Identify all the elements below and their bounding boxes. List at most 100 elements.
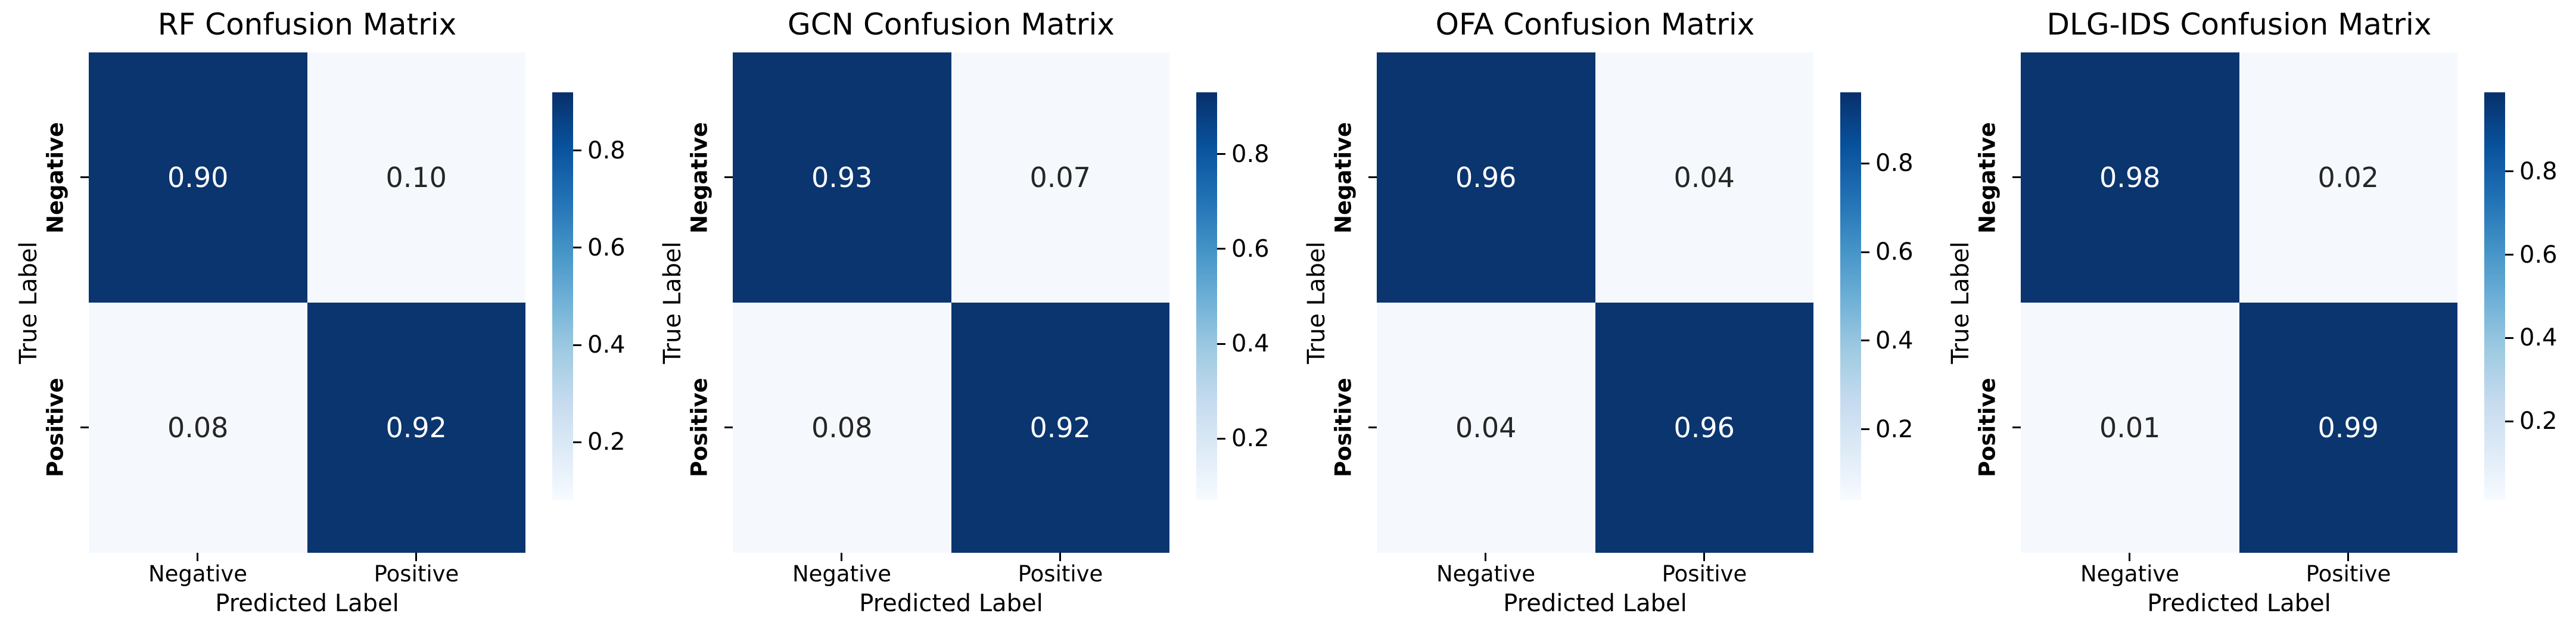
y-tick-mark xyxy=(1368,427,1377,428)
x-tick-mark xyxy=(1485,553,1486,561)
colorbar xyxy=(552,92,573,500)
colorbar-tick: 0.8 xyxy=(573,139,626,163)
colorbar-tick-mark xyxy=(573,344,581,346)
cell-value: 0.90 xyxy=(167,161,229,194)
x-tick-label-positive: Positive xyxy=(374,561,459,587)
colorbar xyxy=(1196,92,1217,500)
colorbar-tick-mark xyxy=(573,441,581,443)
colorbar-tick-mark xyxy=(1861,340,1869,342)
colorbar-tick-label: 0.6 xyxy=(587,234,626,262)
heatmap-cell: 0.96 xyxy=(1377,52,1595,303)
y-tick-mark xyxy=(2012,176,2021,178)
panel-rf: RF Confusion Matrix True Label Negative … xyxy=(0,0,644,635)
y-tick-mark xyxy=(2012,427,2021,428)
colorbar xyxy=(1840,92,1861,500)
colorbar-tick: 0.6 xyxy=(2505,243,2558,267)
cell-value: 0.96 xyxy=(1673,412,1735,444)
heatmap-cell: 0.96 xyxy=(1595,303,1813,553)
colorbar-tick: 0.4 xyxy=(1861,329,1914,353)
colorbar-tick-mark xyxy=(573,150,581,152)
colorbar-tick: 0.6 xyxy=(1861,240,1914,264)
chart-title: GCN Confusion Matrix xyxy=(788,7,1115,42)
colorbar-tick-mark xyxy=(573,247,581,249)
heatmap-cell: 0.08 xyxy=(733,303,951,553)
heatmap-cell: 0.10 xyxy=(307,52,525,303)
y-tick-mark xyxy=(80,176,89,178)
colorbar-tick-label: 0.8 xyxy=(1875,150,1914,178)
colorbar-tick: 0.2 xyxy=(1217,427,1270,450)
colorbar-tick: 0.6 xyxy=(573,236,626,260)
y-axis-label: True Label xyxy=(1303,241,1330,364)
y-tick-label-positive: Positive xyxy=(686,378,713,478)
chart-title: DLG-IDS Confusion Matrix xyxy=(2046,7,2432,42)
x-tick-mark xyxy=(415,553,417,561)
heatmap-cell: 0.08 xyxy=(89,303,307,553)
y-tick-label-negative: Negative xyxy=(1330,122,1357,234)
heatmap-cell: 0.04 xyxy=(1595,52,1813,303)
x-tick-label-positive: Positive xyxy=(2306,561,2391,587)
cell-value: 0.01 xyxy=(2099,412,2161,444)
colorbar-tick-label: 0.8 xyxy=(587,136,626,164)
x-tick-label-positive: Positive xyxy=(1662,561,1747,587)
y-axis-label: True Label xyxy=(1947,241,1974,364)
y-tick-label-positive: Positive xyxy=(1974,378,2001,478)
x-tick-label-negative: Negative xyxy=(792,561,892,587)
heatmap-cell: 0.99 xyxy=(2239,303,2457,553)
heatmap-cell: 0.92 xyxy=(307,303,525,553)
colorbar-tick: 0.4 xyxy=(573,333,626,357)
x-tick-mark xyxy=(1059,553,1061,561)
cell-value: 0.07 xyxy=(1029,161,1091,194)
heatmap-cell: 0.01 xyxy=(2021,303,2239,553)
colorbar-tick-label: 0.4 xyxy=(1875,326,1914,354)
colorbar-tick-label: 0.6 xyxy=(2519,241,2558,269)
x-axis-label: Predicted Label xyxy=(215,590,399,617)
panel-ofa: OFA Confusion Matrix True Label Negative… xyxy=(1288,0,1932,635)
y-axis-label: True Label xyxy=(15,241,42,364)
y-tick-label-positive: Positive xyxy=(1330,378,1357,478)
cell-value: 0.04 xyxy=(1673,161,1735,194)
x-tick-mark xyxy=(2129,553,2130,561)
colorbar-tick-label: 0.2 xyxy=(1875,415,1914,443)
x-tick-mark xyxy=(197,553,198,561)
cell-value: 0.92 xyxy=(385,412,447,444)
cell-value: 0.08 xyxy=(167,412,229,444)
cell-value: 0.10 xyxy=(385,161,447,194)
colorbar-tick-label: 0.6 xyxy=(1231,235,1270,263)
y-tick-label-negative: Negative xyxy=(42,122,69,234)
heatmap-cell: 0.93 xyxy=(733,52,951,303)
colorbar-tick: 0.8 xyxy=(2505,160,2558,183)
chart-title: RF Confusion Matrix xyxy=(157,7,457,42)
heatmap-cell: 0.07 xyxy=(951,52,1169,303)
colorbar-tick: 0.4 xyxy=(2505,326,2558,350)
y-tick-mark xyxy=(1368,176,1377,178)
cell-value: 0.98 xyxy=(2099,161,2161,194)
panel-dlg-ids: DLG-IDS Confusion Matrix True Label Nega… xyxy=(1932,0,2576,635)
heatmap-dlg-ids: 0.98 0.02 0.01 0.99 xyxy=(2021,52,2457,553)
x-axis-label: Predicted Label xyxy=(859,590,1043,617)
cell-value: 0.02 xyxy=(2317,161,2379,194)
colorbar-tick-label: 0.2 xyxy=(1231,425,1270,453)
heatmap-cell: 0.02 xyxy=(2239,52,2457,303)
x-tick-mark xyxy=(1703,553,1705,561)
colorbar-tick-mark xyxy=(2505,170,2513,173)
heatmap-cell: 0.90 xyxy=(89,52,307,303)
colorbar-tick-mark xyxy=(1861,251,1869,253)
cell-value: 0.99 xyxy=(2317,412,2379,444)
colorbar-tick-mark xyxy=(1217,437,1225,440)
colorbar-tick-mark xyxy=(1861,162,1869,164)
x-tick-label-negative: Negative xyxy=(148,561,248,587)
colorbar-tick: 0.8 xyxy=(1861,151,1914,175)
colorbar-tick-label: 0.2 xyxy=(587,428,626,456)
heatmap-rf: 0.90 0.10 0.08 0.92 xyxy=(89,52,525,553)
x-tick-mark xyxy=(841,553,842,561)
x-axis-label: Predicted Label xyxy=(1503,590,1687,617)
cell-value: 0.96 xyxy=(1455,161,1517,194)
cell-value: 0.04 xyxy=(1455,412,1517,444)
x-tick-label-negative: Negative xyxy=(1436,561,1536,587)
heatmap-ofa: 0.96 0.04 0.04 0.96 xyxy=(1377,52,1813,553)
y-tick-mark xyxy=(724,176,733,178)
x-axis-label: Predicted Label xyxy=(2147,590,2331,617)
y-tick-label-negative: Negative xyxy=(1974,122,2001,234)
cell-value: 0.93 xyxy=(811,161,873,194)
